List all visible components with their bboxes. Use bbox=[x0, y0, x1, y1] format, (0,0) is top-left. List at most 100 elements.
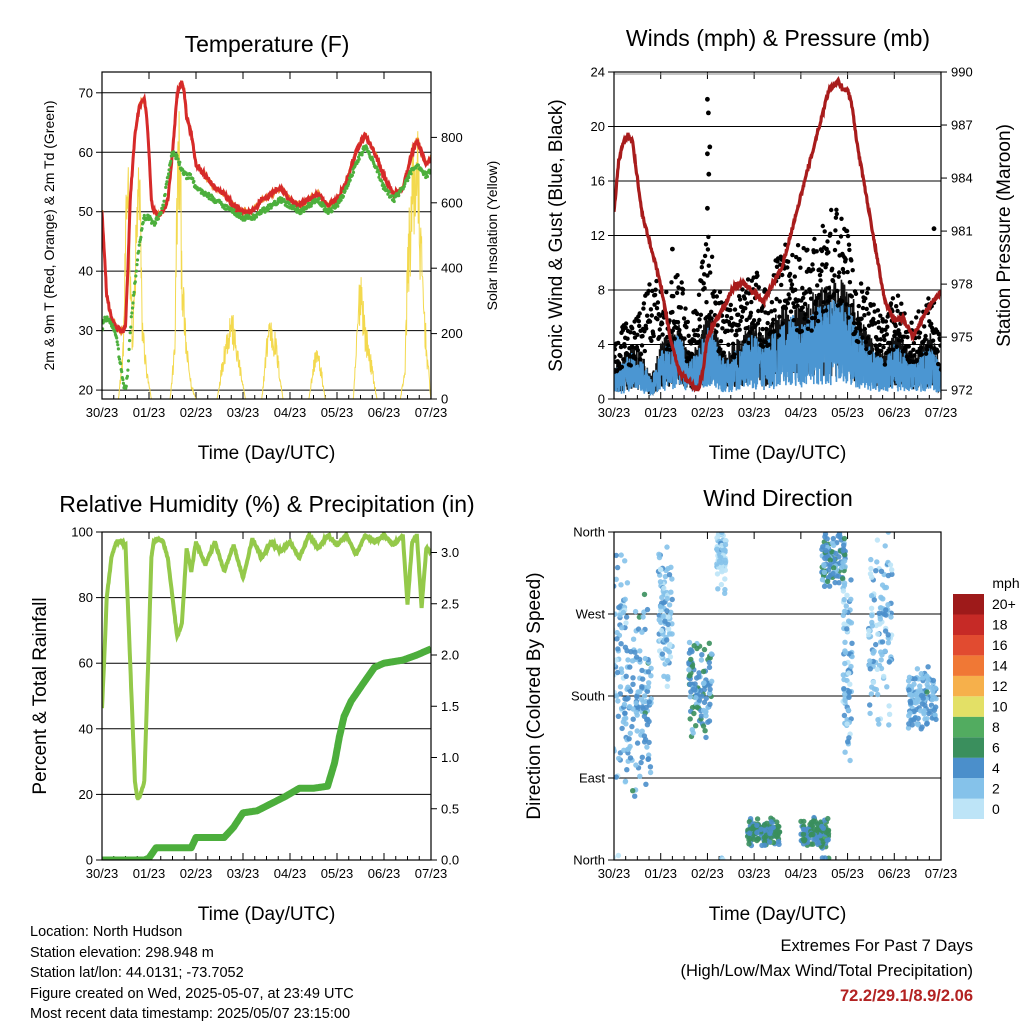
colorbar-swatch bbox=[953, 594, 984, 615]
direction-point bbox=[884, 684, 890, 690]
gust-point bbox=[704, 300, 709, 305]
colorbar-label: 6 bbox=[992, 739, 1000, 755]
gust-point bbox=[929, 321, 934, 326]
x-tick-label: 07/23 bbox=[415, 866, 448, 881]
gust-point bbox=[801, 295, 806, 301]
y2-axis-label: Station Pressure (Maroon) bbox=[994, 124, 1015, 347]
dewpoint-point bbox=[165, 180, 169, 184]
gust-point bbox=[684, 325, 689, 330]
x-tick-label: 03/23 bbox=[227, 866, 260, 881]
gust-point bbox=[788, 278, 793, 283]
direction-point bbox=[618, 666, 624, 672]
y2-tick-label: 1.5 bbox=[441, 699, 459, 714]
gust-point bbox=[808, 296, 814, 301]
gust-point bbox=[659, 321, 665, 326]
gust-point bbox=[746, 291, 752, 296]
gust-point bbox=[797, 257, 802, 262]
direction-point bbox=[848, 596, 854, 602]
direction-point bbox=[607, 628, 612, 633]
direction-point bbox=[621, 701, 628, 708]
direction-point bbox=[885, 632, 891, 638]
x-tick-label: 03/23 bbox=[738, 866, 771, 881]
direction-point bbox=[840, 612, 846, 619]
gust-point bbox=[887, 340, 893, 346]
dewpoint-point bbox=[172, 150, 176, 154]
gust-point bbox=[638, 351, 644, 357]
gust-point bbox=[925, 344, 930, 349]
gust-point bbox=[830, 278, 836, 284]
dewpoint-point bbox=[367, 150, 371, 154]
series-dewpoint bbox=[102, 144, 431, 390]
gust-point bbox=[622, 344, 627, 349]
direction-point bbox=[878, 605, 884, 611]
direction-point bbox=[841, 691, 848, 698]
gust-point bbox=[749, 299, 754, 305]
direction-point bbox=[639, 667, 645, 674]
direction-point bbox=[648, 673, 654, 679]
gust-point bbox=[840, 266, 846, 272]
direction-point bbox=[919, 701, 926, 707]
gust-point bbox=[788, 309, 794, 314]
gust-point bbox=[800, 305, 805, 310]
dewpoint-point bbox=[176, 157, 180, 161]
direction-point bbox=[880, 596, 886, 602]
direction-point bbox=[825, 831, 832, 837]
direction-point bbox=[615, 713, 622, 719]
direction-point bbox=[660, 600, 667, 606]
direction-point bbox=[770, 824, 776, 831]
colorbar-label: 2 bbox=[992, 780, 1000, 796]
dewpoint-point bbox=[110, 322, 114, 327]
gust-point bbox=[637, 323, 642, 329]
direction-point bbox=[838, 564, 845, 571]
direction-point bbox=[754, 822, 760, 829]
gust-point bbox=[845, 269, 850, 275]
gust-point bbox=[816, 292, 822, 298]
x-tick-label: 01/23 bbox=[133, 405, 166, 420]
gust-point bbox=[746, 340, 751, 346]
gust-point bbox=[740, 309, 746, 314]
direction-point bbox=[665, 621, 671, 628]
gust-point bbox=[875, 337, 880, 342]
direction-point bbox=[868, 691, 875, 697]
direction-point bbox=[755, 836, 761, 842]
direction-point bbox=[624, 580, 631, 586]
direction-point bbox=[719, 532, 725, 535]
gust-point bbox=[697, 324, 703, 329]
direction-point bbox=[800, 831, 807, 837]
extremes-box: Extremes For Past 7 Days (High/Low/Max W… bbox=[680, 934, 973, 1009]
dewpoint-point bbox=[107, 317, 111, 322]
direction-point bbox=[634, 728, 640, 734]
gust-point bbox=[713, 301, 718, 306]
direction-point bbox=[640, 676, 646, 682]
dewpoint-point bbox=[121, 378, 125, 382]
dewpoint-point bbox=[166, 175, 170, 179]
dewpoint-point bbox=[133, 280, 137, 284]
y2-tick-label: 0 bbox=[441, 392, 448, 407]
dewpoint-point bbox=[111, 325, 115, 329]
direction-point bbox=[637, 689, 643, 695]
direction-point bbox=[614, 662, 617, 668]
gust-point bbox=[758, 338, 763, 343]
gust-point bbox=[646, 288, 651, 294]
direction-point bbox=[700, 723, 707, 729]
gust-point bbox=[709, 309, 714, 314]
dewpoint-point bbox=[129, 325, 133, 329]
gust-point bbox=[810, 267, 816, 272]
direction-point bbox=[866, 632, 872, 638]
direction-point bbox=[821, 583, 828, 589]
gust-point bbox=[718, 339, 724, 344]
direction-point bbox=[878, 657, 884, 663]
direction-point bbox=[665, 676, 671, 682]
gust-point bbox=[895, 308, 900, 314]
gust-point bbox=[748, 310, 754, 315]
gust-point bbox=[908, 350, 913, 355]
direction-point bbox=[627, 730, 633, 736]
gust-point bbox=[912, 353, 917, 358]
gust-point bbox=[751, 318, 757, 323]
direction-point bbox=[924, 720, 930, 726]
x-tick-label: 06/23 bbox=[368, 405, 401, 420]
gust-point bbox=[631, 353, 636, 358]
direction-point bbox=[907, 710, 913, 716]
direction-point bbox=[701, 646, 708, 653]
direction-point bbox=[627, 664, 633, 670]
